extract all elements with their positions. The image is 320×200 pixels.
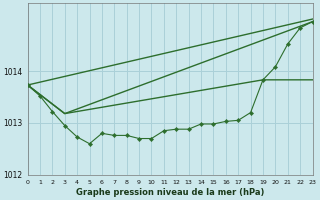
X-axis label: Graphe pression niveau de la mer (hPa): Graphe pression niveau de la mer (hPa) (76, 188, 264, 197)
